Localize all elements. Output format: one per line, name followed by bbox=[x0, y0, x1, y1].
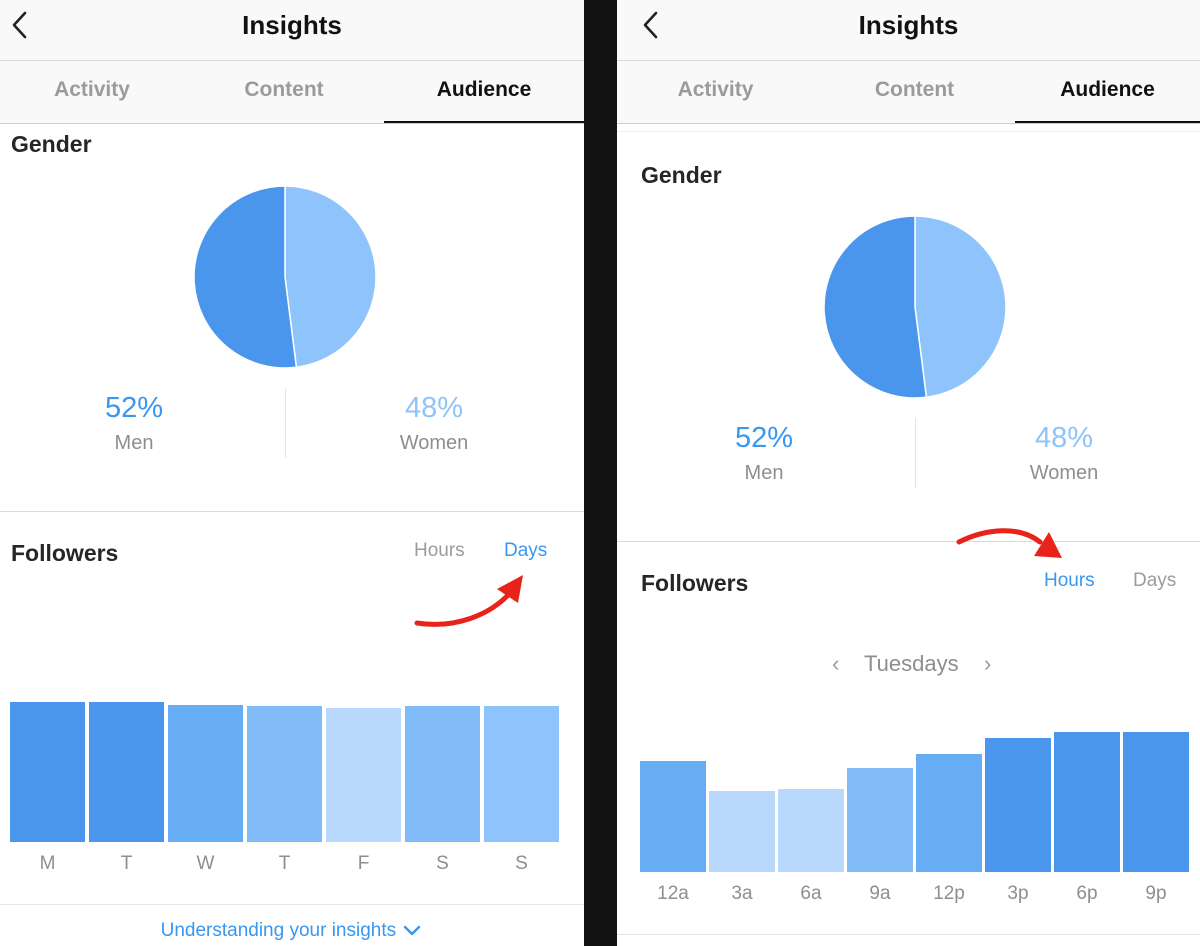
insights-screen-left: Insights Activity Content Audience Gende… bbox=[0, 0, 584, 946]
next-day-chevron-icon[interactable]: › bbox=[984, 651, 992, 676]
chevron-down-icon bbox=[404, 925, 421, 936]
hours-toggle[interactable]: Hours bbox=[1044, 570, 1095, 591]
bar-s-5[interactable] bbox=[405, 706, 480, 842]
bar-t-1[interactable] bbox=[89, 702, 164, 842]
x-axis-label: F bbox=[357, 853, 370, 874]
red-annotation-arrow bbox=[956, 528, 1062, 558]
insights-screen-right: Insights Activity Content Audience Gende… bbox=[617, 0, 1200, 946]
tab-activity[interactable]: Activity bbox=[54, 78, 130, 101]
footer-divider bbox=[0, 904, 584, 905]
x-axis-label: M bbox=[39, 853, 56, 874]
men-percentage: 52% bbox=[734, 422, 794, 454]
bar-6a-2[interactable] bbox=[778, 789, 844, 872]
x-axis-label: S bbox=[515, 853, 528, 874]
x-axis-label: 3p bbox=[1007, 883, 1029, 904]
bar-9a-3[interactable] bbox=[847, 768, 913, 872]
women-label: Women bbox=[1029, 462, 1099, 484]
tab-bar: Activity Content Audience bbox=[617, 61, 1200, 124]
x-axis-label: W bbox=[196, 853, 215, 874]
bar-12a-0[interactable] bbox=[640, 761, 706, 872]
gender-pie-chart bbox=[823, 215, 1007, 399]
tab-content[interactable]: Content bbox=[874, 78, 955, 101]
x-axis-label: 3a bbox=[731, 883, 753, 904]
pie-slice-women bbox=[914, 215, 1007, 399]
period-label: Tuesdays bbox=[864, 651, 959, 676]
tab-content[interactable]: Content bbox=[244, 78, 324, 101]
bar-t-3[interactable] bbox=[247, 706, 322, 842]
tab-audience[interactable]: Audience bbox=[384, 61, 584, 123]
gender-section-title: Gender bbox=[641, 162, 722, 188]
bar-12p-4[interactable] bbox=[916, 754, 982, 872]
men-label: Men bbox=[744, 462, 784, 484]
red-annotation-arrow bbox=[414, 575, 523, 627]
x-axis-label: T bbox=[278, 853, 291, 874]
section-divider bbox=[0, 511, 584, 512]
days-toggle[interactable]: Days bbox=[1133, 570, 1177, 591]
bar-m-0[interactable] bbox=[10, 702, 85, 842]
x-axis-label: 9p bbox=[1145, 883, 1167, 904]
x-axis-label: 6p bbox=[1076, 883, 1098, 904]
bar-f-4[interactable] bbox=[326, 707, 401, 842]
gender-pie-chart bbox=[193, 185, 377, 369]
stats-divider bbox=[285, 388, 286, 458]
women-percentage: 48% bbox=[1034, 422, 1094, 454]
x-axis-label: T bbox=[120, 853, 133, 874]
x-axis-label: S bbox=[436, 853, 449, 874]
x-axis-label: 6a bbox=[800, 883, 822, 904]
understanding-insights-label: Understanding your insights bbox=[160, 920, 397, 941]
bar-3p-5[interactable] bbox=[985, 737, 1051, 872]
tab-activity[interactable]: Activity bbox=[677, 78, 754, 101]
bar-w-2[interactable] bbox=[168, 704, 243, 842]
stats-divider bbox=[915, 418, 916, 488]
women-label: Women bbox=[399, 432, 469, 454]
page-title: Insights bbox=[242, 10, 342, 40]
back-chevron-icon[interactable] bbox=[8, 10, 32, 40]
back-chevron-icon[interactable] bbox=[639, 10, 663, 40]
followers-section-title: Followers bbox=[641, 570, 749, 596]
page-title: Insights bbox=[858, 10, 959, 40]
tab-audience[interactable]: Audience bbox=[1015, 61, 1200, 123]
footer-divider bbox=[617, 934, 1200, 935]
women-percentage: 48% bbox=[404, 392, 464, 424]
x-axis-label: 12a bbox=[657, 883, 689, 904]
navigation-bar: Insights bbox=[0, 0, 584, 61]
hours-toggle[interactable]: Hours bbox=[414, 540, 465, 561]
men-percentage: 52% bbox=[104, 392, 164, 424]
bar-9p-7[interactable] bbox=[1123, 732, 1189, 872]
bar-6p-6[interactable] bbox=[1054, 732, 1120, 872]
pie-slice-men bbox=[193, 185, 298, 369]
men-label: Men bbox=[114, 432, 154, 454]
days-toggle[interactable]: Days bbox=[504, 540, 548, 561]
section-top-divider bbox=[617, 131, 1200, 132]
bar-s-6[interactable] bbox=[484, 706, 559, 842]
previous-day-chevron-icon[interactable]: ‹ bbox=[832, 651, 840, 676]
bar-3a-1[interactable] bbox=[709, 790, 775, 872]
tab-bar: Activity Content Audience bbox=[0, 61, 584, 124]
x-axis-label: 12p bbox=[933, 883, 965, 904]
understanding-insights-link[interactable]: Understanding your insights bbox=[0, 920, 584, 942]
followers-section-title: Followers bbox=[11, 540, 119, 566]
section-divider bbox=[617, 541, 1200, 542]
pie-slice-women bbox=[284, 185, 377, 369]
gender-section-title: Gender bbox=[11, 131, 92, 157]
pie-slice-men bbox=[823, 215, 928, 399]
navigation-bar: Insights bbox=[617, 0, 1200, 61]
x-axis-label: 9a bbox=[869, 883, 891, 904]
